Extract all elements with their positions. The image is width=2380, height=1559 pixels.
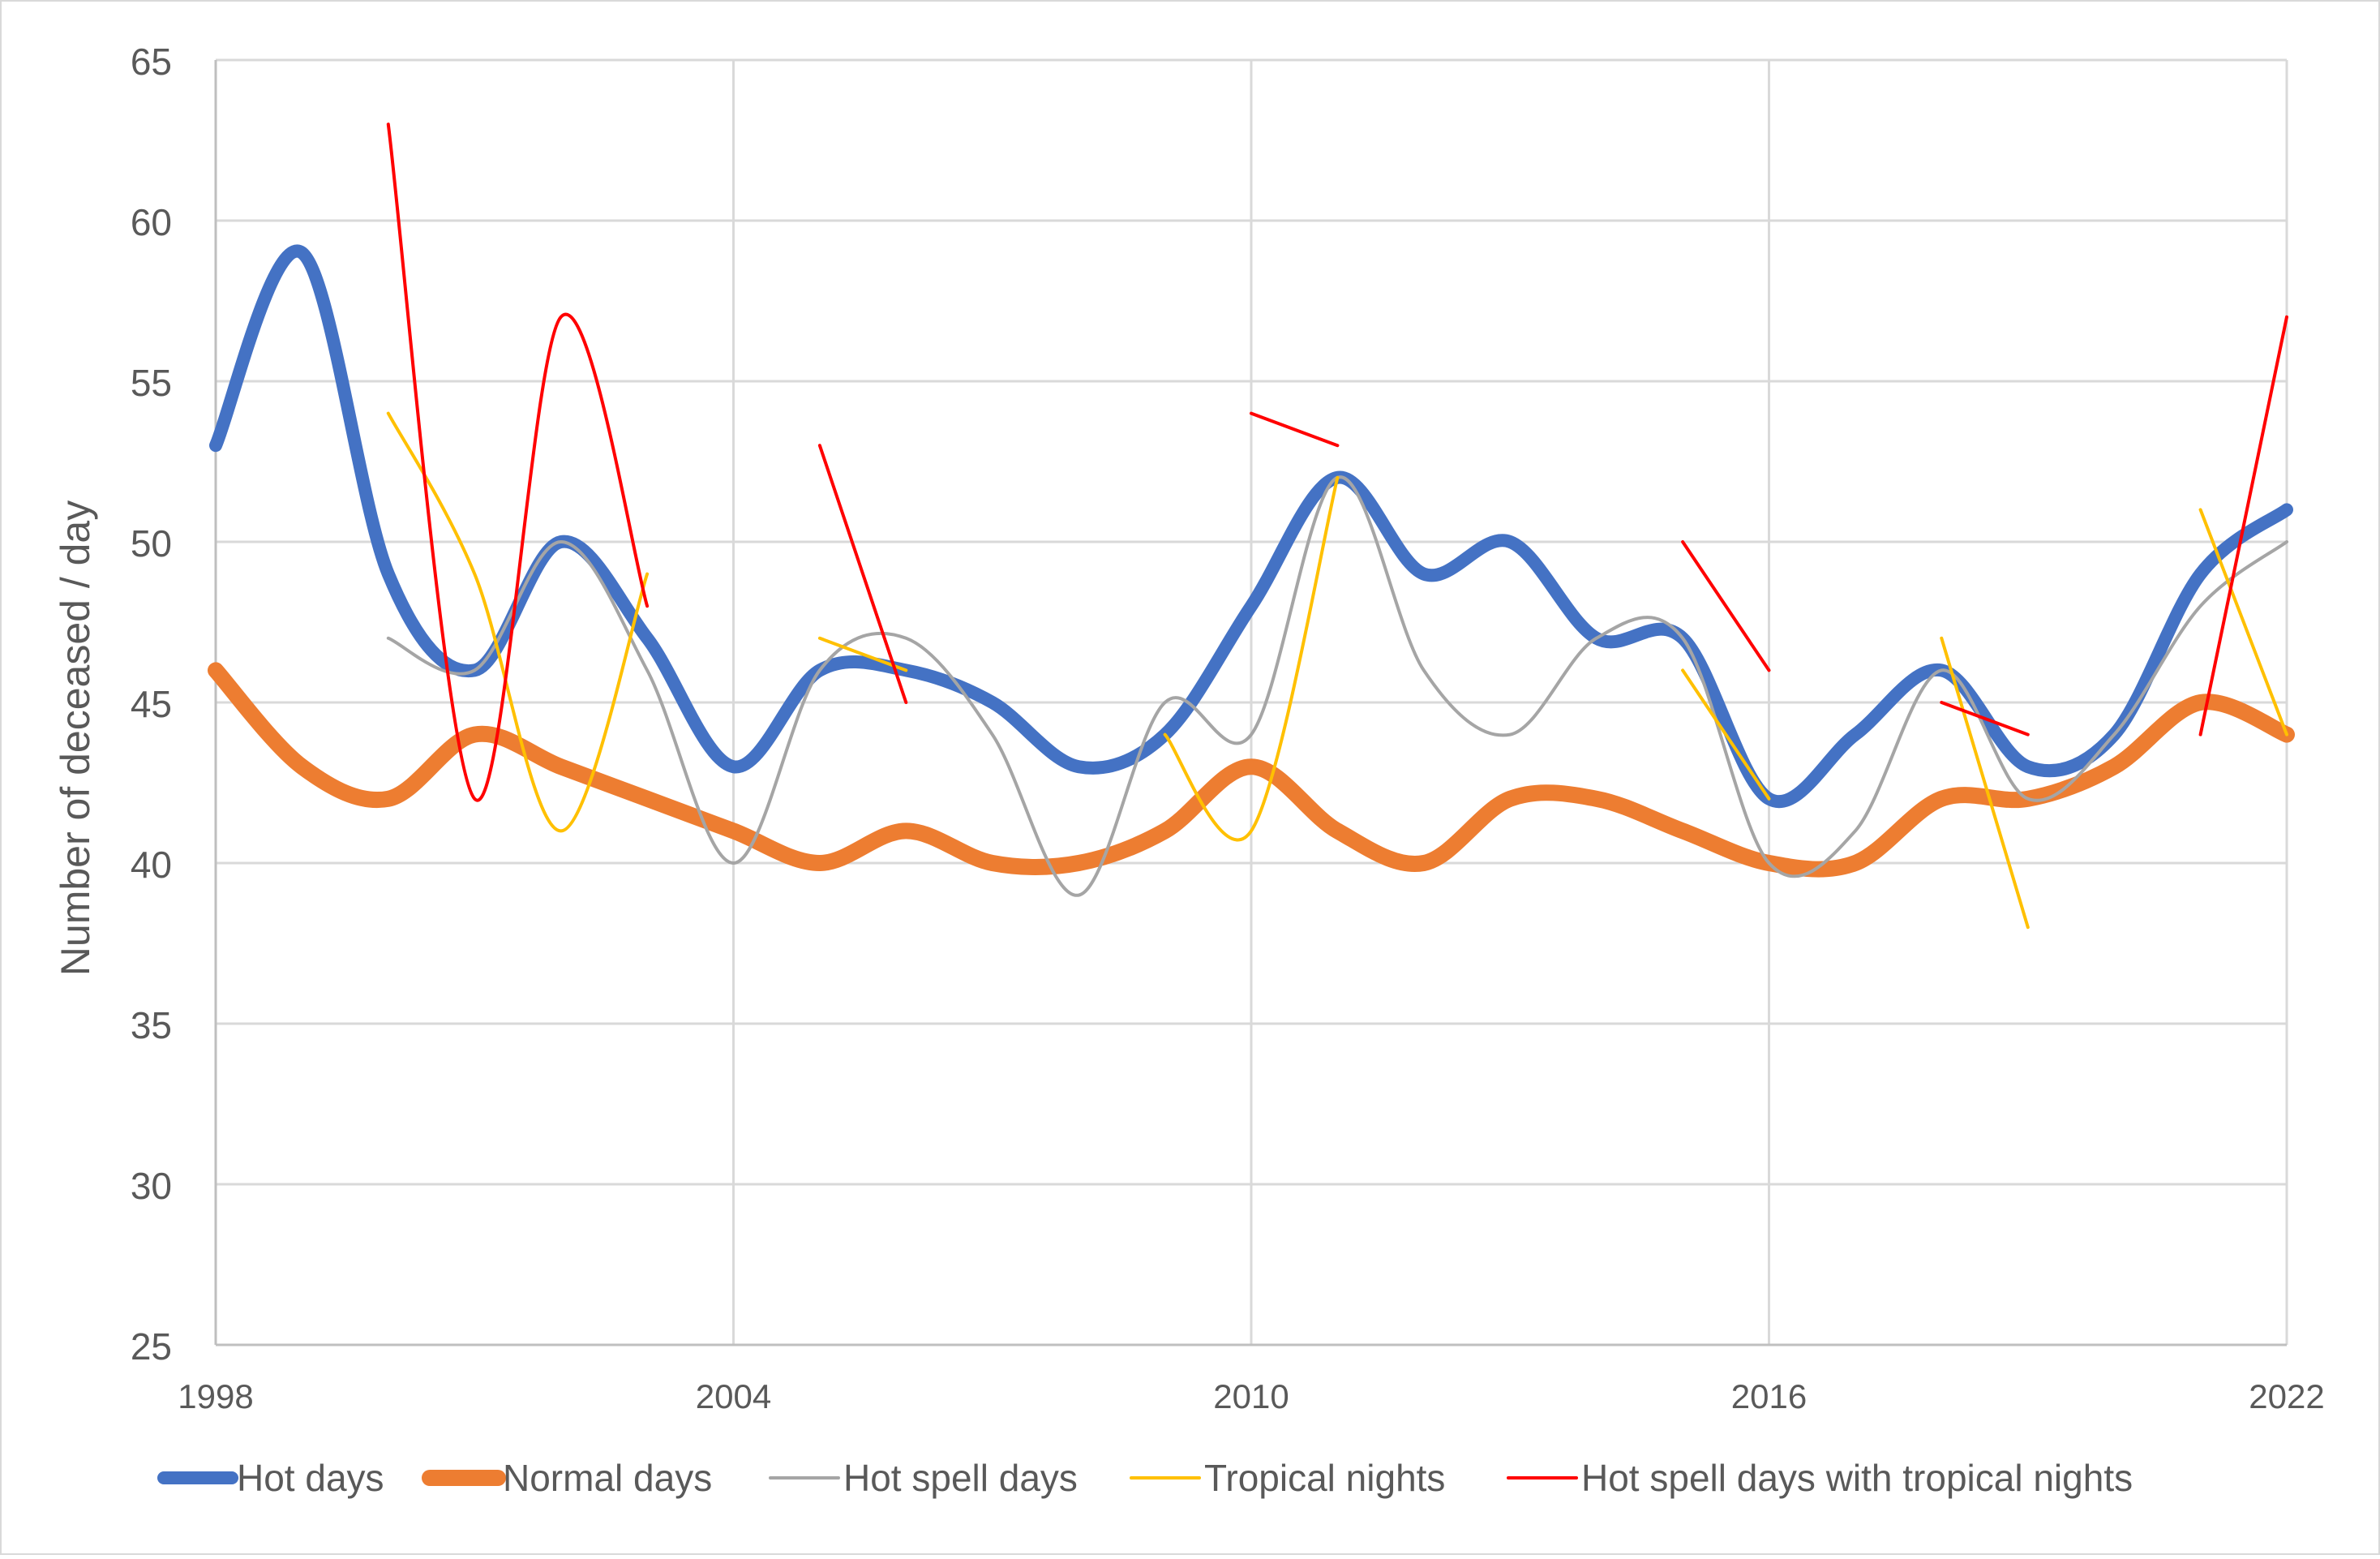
legend-item-normal_days: Normal days: [422, 1457, 712, 1499]
series-line-hot_spell_tropical: [1940, 701, 2030, 737]
y-tick-label: 30: [131, 1165, 172, 1207]
legend-label: Tropical nights: [1204, 1457, 1445, 1499]
axes: 25 30 35 40 45 50 55 60 65 1998 2004 2010 2016 2022: [131, 41, 2325, 1415]
x-tick-label: 2010: [1213, 1377, 1289, 1415]
legend-item-hot_spell_days: Hot spell days: [769, 1457, 1078, 1499]
legend-label: Hot spell days with tropical nights: [1581, 1457, 2133, 1499]
series-line-tropical_nights: [1163, 475, 1340, 842]
y-tick-label: 55: [131, 362, 172, 404]
y-axis-title-group: Number of deceased / day: [53, 500, 98, 976]
legend-label: Hot spell days: [843, 1457, 1078, 1499]
legend-item-hot_spell_tropical: Hot spell days with tropical nights: [1507, 1457, 2133, 1499]
y-tick-label: 65: [131, 41, 172, 83]
y-tick-label: 40: [131, 844, 172, 886]
series-line-tropical_nights: [817, 636, 908, 672]
x-tick-label: 2022: [2249, 1377, 2324, 1415]
series-line-tropical_nights: [2198, 508, 2288, 737]
series-hot_spell_tropical: [386, 122, 2288, 802]
series-line-hot_spell_tropical: [386, 122, 650, 802]
legend-item-tropical_nights: Tropical nights: [1130, 1457, 1445, 1499]
x-tick-label: 1998: [178, 1377, 253, 1415]
x-tick-label: 2004: [696, 1377, 771, 1415]
y-axis-title: Number of deceased / day: [53, 500, 98, 976]
y-tick-label: 35: [131, 1004, 172, 1046]
y-tick-label: 50: [131, 522, 172, 565]
legend: Hot days Normal days Hot spell days Tropica…: [157, 1457, 2133, 1499]
legend-item-hot_days: Hot days: [157, 1457, 384, 1499]
series-line-hot_spell_tropical: [2198, 315, 2288, 737]
y-tick-label: 45: [131, 683, 172, 725]
y-tick-label: 25: [131, 1325, 172, 1368]
legend-label: Hot days: [237, 1457, 384, 1499]
series-line-hot_spell_tropical: [1250, 411, 1340, 448]
series-normal_days: [208, 662, 2295, 878]
series-line-tropical_nights: [1681, 668, 1771, 801]
series-line-hot_spell_tropical: [817, 444, 908, 704]
series-line-normal_days: [208, 662, 2295, 878]
series-line-tropical_nights: [1940, 636, 2030, 930]
y-tick-label: 60: [131, 201, 172, 243]
x-tick-label: 2016: [1731, 1377, 1807, 1415]
series-lines: [208, 122, 2295, 930]
series-hot_spell_days: [386, 475, 2288, 897]
series-line-tropical_nights: [386, 411, 650, 833]
series-line-hot_spell_days: [386, 475, 2288, 897]
series-tropical_nights: [386, 411, 2288, 930]
series-line-hot_spell_tropical: [1681, 540, 1771, 672]
legend-label: Normal days: [503, 1457, 712, 1499]
gridlines: [216, 58, 2288, 1345]
